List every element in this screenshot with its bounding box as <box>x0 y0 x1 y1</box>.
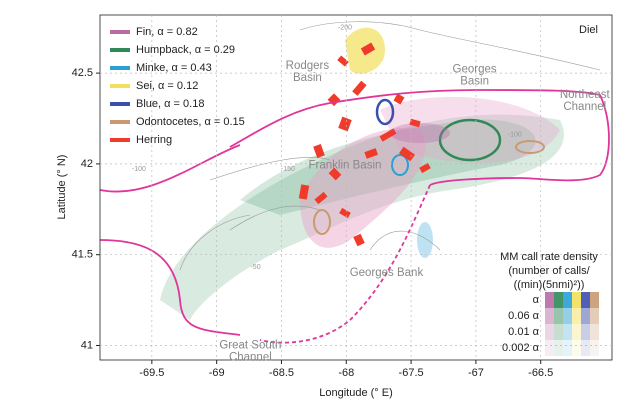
region-label: Georges <box>453 64 497 76</box>
density-swatch <box>545 308 554 324</box>
corner-label: Diel <box>579 24 598 36</box>
density-swatch <box>545 340 554 356</box>
x-tick-label: -67 <box>468 367 484 379</box>
density-swatch <box>581 324 590 340</box>
odontocete-contour <box>515 140 545 154</box>
density-swatch <box>590 308 599 324</box>
depth-label: -100 <box>132 166 146 173</box>
plot-frame <box>99 14 613 361</box>
legend-label: Odontocetes, α = 0.15 <box>136 116 245 128</box>
region-label: Rodgers <box>286 60 330 72</box>
density-swatch <box>554 308 563 324</box>
density-swatch <box>563 324 572 340</box>
humpback-area <box>160 114 564 321</box>
depth-label: -100 <box>508 132 522 139</box>
density-swatch <box>572 324 581 340</box>
density-swatch <box>572 292 581 308</box>
herring-patches <box>298 42 431 247</box>
x-tick-label: -67.5 <box>399 367 424 379</box>
density-swatch <box>572 340 581 356</box>
density-swatch <box>554 340 563 356</box>
region-label: Channel <box>563 101 606 113</box>
depth-label: -200 <box>338 25 352 32</box>
legend-label: Sei, α = 0.12 <box>136 80 198 92</box>
density-legend-row: 0.01 α <box>508 326 539 338</box>
density-legend-title: ((min)(5nmi)²)) <box>514 279 585 291</box>
region-label: Franklin Basin <box>309 160 382 172</box>
density-legend-row: 0.06 α <box>508 310 539 322</box>
x-axis-label: Longitude (° E) <box>319 387 393 399</box>
density-swatch <box>590 324 599 340</box>
region-label: Georges Bank <box>350 267 424 279</box>
fin-area <box>380 96 560 164</box>
depth-label: -50 <box>250 264 260 271</box>
region-label: Channel <box>229 352 272 364</box>
humpback-area <box>240 119 536 215</box>
legend-label: Minke, α = 0.43 <box>136 62 212 74</box>
minke-contour <box>391 154 409 176</box>
density-legend-title: MM call rate density <box>500 251 598 263</box>
density-swatch <box>554 292 563 308</box>
fin-area <box>390 123 450 143</box>
x-tick-label: -68 <box>338 367 354 379</box>
density-swatch <box>581 308 590 324</box>
density-swatch <box>590 340 599 356</box>
region-label: Basin <box>460 76 489 88</box>
density-legend-row: α <box>533 294 540 306</box>
density-legend-row: 0.002 α <box>502 342 540 354</box>
density-swatch <box>545 324 554 340</box>
boundary <box>259 184 431 344</box>
density-swatch <box>545 292 554 308</box>
density-swatch <box>563 340 572 356</box>
density-swatch <box>581 340 590 356</box>
x-tick-label: -69.5 <box>139 367 164 379</box>
odontocete-contour <box>313 209 331 235</box>
boundary <box>99 89 610 193</box>
density-swatch <box>581 292 590 308</box>
depth-contour <box>179 157 441 271</box>
density-swatch <box>554 324 563 340</box>
legend-label: Blue, α = 0.18 <box>136 98 204 110</box>
boundary <box>99 239 241 336</box>
density-blobs <box>99 21 610 344</box>
blue-contour <box>375 98 395 126</box>
density-swatch <box>590 292 599 308</box>
region-label: Great South <box>219 340 281 352</box>
density-swatch <box>572 308 581 324</box>
density-swatch <box>563 292 572 308</box>
legend-label: Humpback, α = 0.29 <box>136 44 235 56</box>
x-tick-label: -68.5 <box>269 367 294 379</box>
y-tick-label: 42 <box>81 158 93 170</box>
depth-label: -150 <box>281 166 295 173</box>
density-legend-title: (number of calls/ <box>508 265 590 277</box>
y-tick-label: 41 <box>81 339 93 351</box>
y-axis-label: Latitude (° N) <box>56 155 68 220</box>
depth-contour <box>299 21 601 71</box>
region-label: Northeast <box>560 89 611 101</box>
x-tick-label: -69 <box>209 367 225 379</box>
region-label: Basin <box>293 72 322 84</box>
legend-label: Fin, α = 0.82 <box>136 26 198 38</box>
minke-area <box>417 222 433 258</box>
density-swatch <box>563 308 572 324</box>
legend-label: Herring <box>136 134 172 146</box>
y-tick-label: 41.5 <box>72 249 93 261</box>
humpback-contour <box>438 118 502 162</box>
x-tick-label: -66.5 <box>528 367 553 379</box>
y-tick-label: 42.5 <box>72 67 93 79</box>
